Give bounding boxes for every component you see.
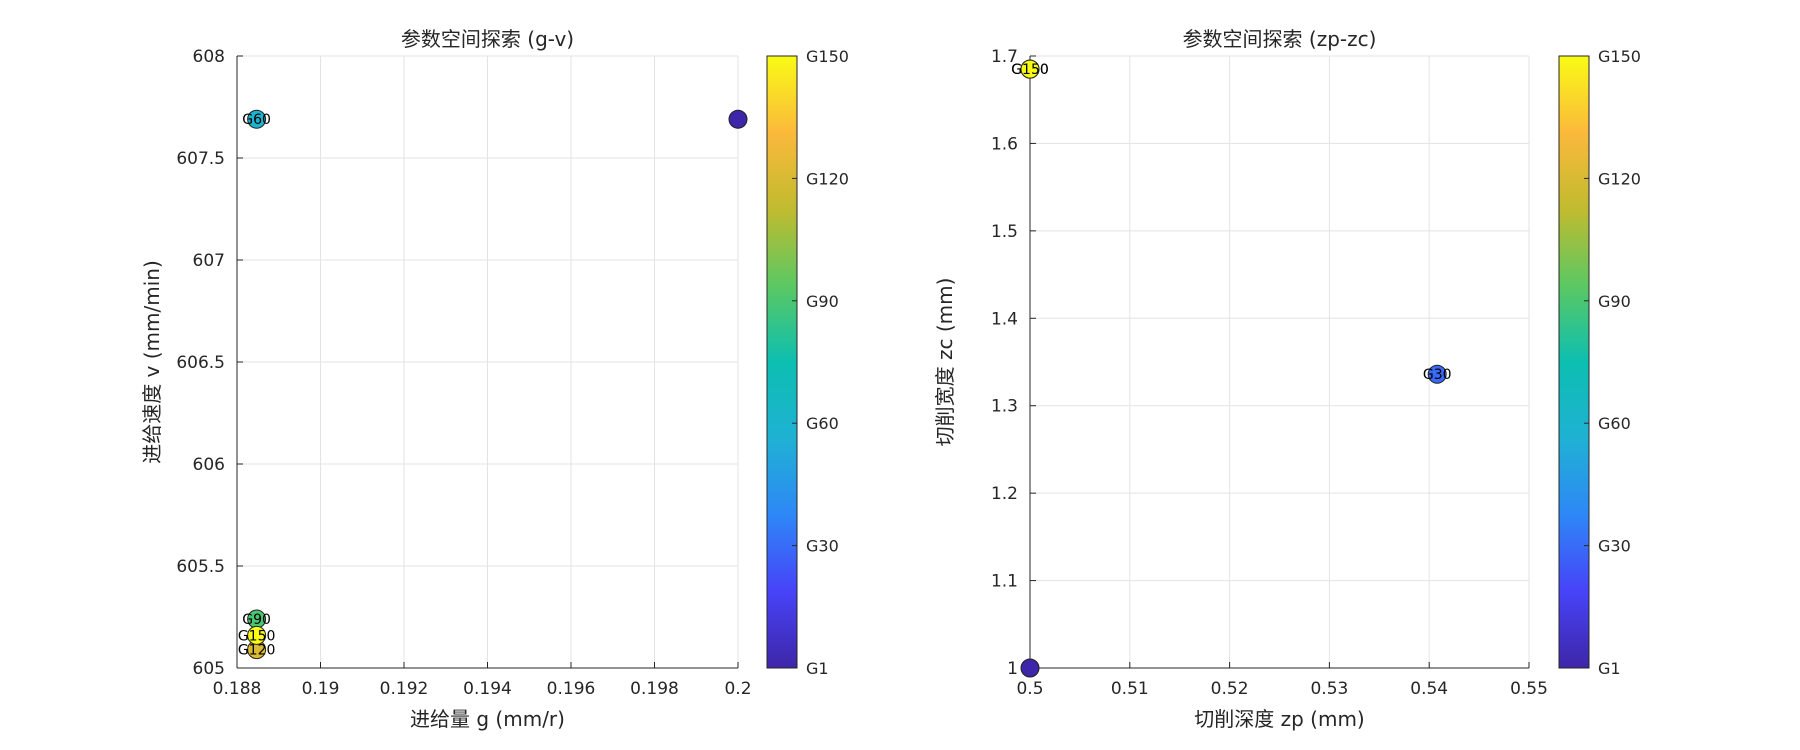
x-tick-label: 0.194 <box>463 679 512 699</box>
data-point <box>1020 59 1040 79</box>
x-tick-label: 0.192 <box>380 679 429 699</box>
x-tick-label: 0.196 <box>547 679 596 699</box>
chart-panel: 0.5 0.51 0.52 0.53 0.54 0.55 1 1.1 1.2 1.3 1.4 1.5 1… <box>933 27 1641 731</box>
y-tick-label: 608 <box>193 47 225 67</box>
colorbar-tick-label: G60 <box>1598 414 1631 433</box>
chart-title: 参数空间探索 (g-v) <box>401 27 574 51</box>
data-point-label: G30 <box>1423 367 1452 383</box>
x-tick-label: 0.54 <box>1410 679 1448 699</box>
data-point <box>247 625 267 645</box>
chart-title: 参数空间探索 (zp-zc) <box>1183 27 1377 51</box>
y-tick-label: 605 <box>193 659 225 679</box>
colorbar-tick-label: G90 <box>1598 292 1631 311</box>
y-tick-label: 606.5 <box>176 353 225 373</box>
x-axis-title: 进给量 g (mm/r) <box>410 707 565 731</box>
colorbar-tick-label: G1 <box>806 659 829 678</box>
plot-area <box>1030 56 1529 668</box>
colorbar-tick-label: G30 <box>806 537 839 556</box>
y-tick-label: 1.6 <box>991 134 1018 154</box>
x-tick-label: 0.52 <box>1211 679 1249 699</box>
data-point <box>728 109 748 129</box>
x-tick-label: 0.53 <box>1310 679 1348 699</box>
data-point <box>247 109 267 129</box>
y-tick-label: 1.1 <box>991 572 1018 592</box>
y-tick-label: 1.2 <box>991 484 1018 504</box>
x-tick-label: 0.198 <box>630 679 679 699</box>
colorbar-tick-label: G30 <box>1598 537 1631 556</box>
y-axis-title: 进给速度 v (mm/min) <box>140 260 164 464</box>
data-point-label: G60 <box>242 112 271 128</box>
x-tick-label: 0.188 <box>213 679 262 699</box>
data-point-label: G90 <box>242 612 271 628</box>
x-tick-label: 0.51 <box>1111 679 1149 699</box>
data-point <box>1427 364 1447 384</box>
y-tick-label: 1.4 <box>991 309 1018 329</box>
chart-panel: 0.188 0.19 0.192 0.194 0.196 0.198 0.2 605 605.5… <box>140 27 849 731</box>
x-axis-title: 切削深度 zp (mm) <box>1194 707 1364 731</box>
data-point-label: G120 <box>238 643 276 659</box>
colorbar-tick-label: G1 <box>1598 659 1621 678</box>
y-tick-label: 607 <box>193 251 225 271</box>
colorbar-tick-label: G120 <box>1598 169 1641 188</box>
colorbar <box>766 55 798 669</box>
y-tick-label: 605.5 <box>176 557 225 577</box>
data-point <box>1020 658 1040 678</box>
y-tick-label: 1.7 <box>991 47 1018 67</box>
colorbar-tick-label: G150 <box>1598 47 1641 66</box>
x-tick-label: 0.5 <box>1016 679 1043 699</box>
colorbar-tick-label: G120 <box>806 169 849 188</box>
x-tick-label: 0.55 <box>1510 679 1548 699</box>
colorbar-tick-label: G90 <box>806 292 839 311</box>
x-tick-label: 0.19 <box>302 679 340 699</box>
colorbar <box>1558 55 1590 669</box>
y-tick-label: 1 <box>1007 659 1018 679</box>
colorbar-tick-label: G150 <box>806 47 849 66</box>
y-tick-label: 607.5 <box>176 149 225 169</box>
y-tick-label: 1.5 <box>991 222 1018 242</box>
colorbar-tick-label: G60 <box>806 414 839 433</box>
y-tick-label: 1.3 <box>991 397 1018 417</box>
y-tick-label: 606 <box>193 455 225 475</box>
data-point-label: G150 <box>238 628 276 644</box>
y-axis-title: 切削宽度 zc (mm) <box>933 278 957 447</box>
data-point-label: G150 <box>1011 62 1049 78</box>
x-tick-label: 0.2 <box>724 679 751 699</box>
